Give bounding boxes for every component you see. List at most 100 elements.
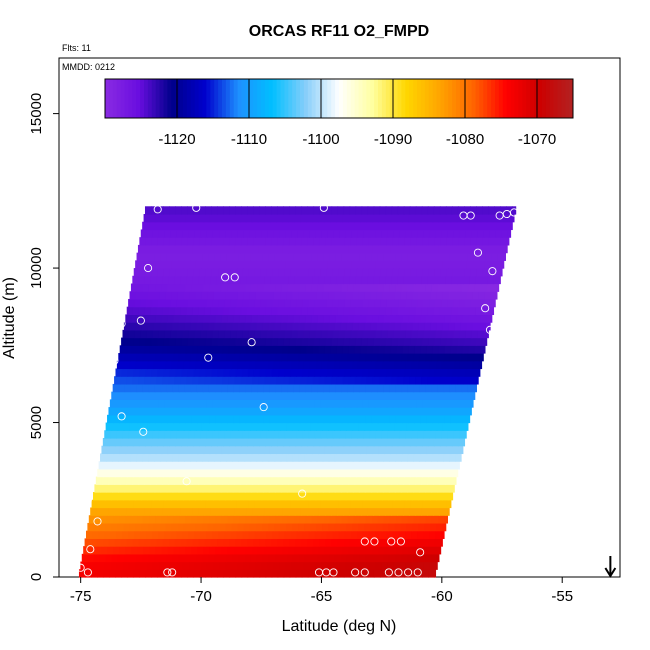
heatmap-cell [281, 414, 289, 424]
heatmap-cell [340, 391, 347, 400]
heatmap-cell [210, 376, 218, 385]
heatmap-cell [293, 383, 300, 393]
heatmap-cell [351, 329, 358, 339]
heatmap-cell [364, 322, 372, 331]
heatmap-cell [271, 538, 278, 547]
heatmap-cell [342, 476, 350, 485]
heatmap-cell [294, 445, 301, 455]
heatmap-cell [285, 461, 292, 470]
heatmap-cell [417, 298, 424, 308]
colorbar-segment [506, 79, 512, 118]
heatmap-cell [294, 345, 301, 354]
heatmap-cell [394, 453, 402, 462]
heatmap-cell [356, 237, 363, 246]
heatmap-cell [401, 283, 409, 292]
heatmap-cell [249, 522, 257, 532]
observation-point [105, 347, 114, 356]
heatmap-cell [236, 298, 244, 308]
heatmap-cell [340, 522, 347, 532]
heatmap-cell [105, 553, 113, 563]
heatmap-cell [319, 538, 326, 547]
heatmap-cell [442, 492, 449, 501]
heatmap-cell [358, 553, 366, 563]
heatmap-cell [125, 476, 133, 485]
heatmap-cell [455, 383, 463, 393]
heatmap-cell [425, 283, 433, 292]
heatmap-cell [107, 546, 114, 555]
heatmap-cell [129, 322, 137, 331]
heatmap-cell [348, 314, 355, 323]
heatmap-cell [409, 275, 416, 285]
heatmap-cell [416, 569, 423, 578]
heatmap-cell [281, 484, 288, 493]
heatmap-cell [413, 252, 421, 261]
heatmap-cell [338, 499, 346, 509]
heatmap-cell [413, 453, 420, 462]
heatmap-cell [354, 345, 362, 354]
heatmap-cell [350, 298, 358, 308]
heatmap-cell [352, 553, 360, 563]
heatmap-cell [455, 221, 462, 231]
heatmap-cell [198, 306, 206, 316]
heatmap-cell [375, 430, 382, 439]
heatmap-cell [147, 322, 155, 331]
heatmap-cell [305, 252, 312, 261]
heatmap-cell [333, 229, 340, 238]
heatmap-cell [393, 329, 400, 339]
heatmap-cell [263, 314, 271, 323]
heatmap-cell [175, 237, 183, 246]
heatmap-cell [235, 337, 243, 346]
heatmap-cell [380, 468, 387, 478]
heatmap-cell [163, 468, 171, 478]
heatmap-cell [440, 368, 448, 377]
heatmap-cell [340, 322, 348, 331]
heatmap-cell [374, 368, 381, 377]
heatmap-cell [199, 499, 207, 509]
heatmap-cell [334, 522, 341, 532]
heatmap-cell [166, 221, 173, 231]
heatmap-cell [369, 561, 376, 570]
heatmap-cell [458, 399, 466, 408]
heatmap-cell [275, 546, 283, 555]
heatmap-cell [168, 507, 176, 516]
heatmap-cell [356, 499, 364, 509]
heatmap-cell [117, 522, 125, 532]
heatmap-cell [262, 553, 269, 563]
heatmap-cell [324, 445, 331, 455]
heatmap-cell [263, 414, 271, 424]
heatmap-cell [308, 298, 316, 308]
heatmap-cell [328, 322, 336, 331]
heatmap-cell [402, 445, 410, 455]
heatmap-cell [107, 445, 115, 455]
heatmap-cell [283, 437, 291, 447]
heatmap-cell [201, 291, 209, 300]
heatmap-cell [298, 453, 306, 462]
heatmap-cell [279, 461, 286, 470]
heatmap-cell [302, 530, 310, 539]
heatmap-cell [399, 329, 407, 339]
heatmap-cell [424, 322, 432, 331]
heatmap-cell [403, 206, 411, 215]
heatmap-cell [348, 445, 355, 455]
heatmap-cell [158, 530, 165, 539]
heatmap-cell [287, 252, 294, 261]
heatmap-cell [196, 453, 203, 462]
heatmap-cell [237, 360, 244, 370]
heatmap-cell [349, 275, 356, 285]
heatmap-cell [388, 291, 395, 300]
heatmap-cell [443, 252, 451, 261]
colorbar-segment [366, 79, 371, 118]
heatmap-cell [434, 468, 441, 478]
heatmap-cell [307, 206, 315, 215]
heatmap-cell [220, 422, 227, 431]
heatmap-cell [404, 468, 411, 478]
heatmap-cell [342, 244, 350, 254]
heatmap-cell [216, 345, 223, 354]
observation-point [329, 568, 338, 577]
heatmap-cell [373, 206, 381, 215]
heatmap-cell [276, 507, 284, 516]
heatmap-cell [280, 453, 288, 462]
heatmap-cell [277, 306, 284, 316]
heatmap-cell [102, 437, 110, 447]
heatmap-cell [431, 515, 439, 524]
